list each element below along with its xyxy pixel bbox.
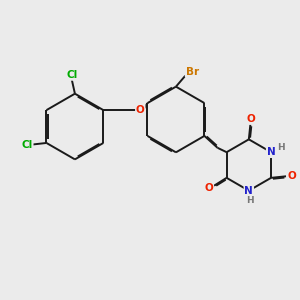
Text: O: O <box>136 105 145 115</box>
Text: H: H <box>247 196 254 205</box>
Text: Cl: Cl <box>21 140 33 149</box>
Text: Cl: Cl <box>66 70 77 80</box>
Text: H: H <box>277 143 285 152</box>
Text: O: O <box>204 183 213 193</box>
Text: N: N <box>267 147 275 157</box>
Text: O: O <box>246 114 255 124</box>
Text: O: O <box>287 171 296 181</box>
Text: N: N <box>244 186 253 196</box>
Text: Br: Br <box>186 67 199 76</box>
